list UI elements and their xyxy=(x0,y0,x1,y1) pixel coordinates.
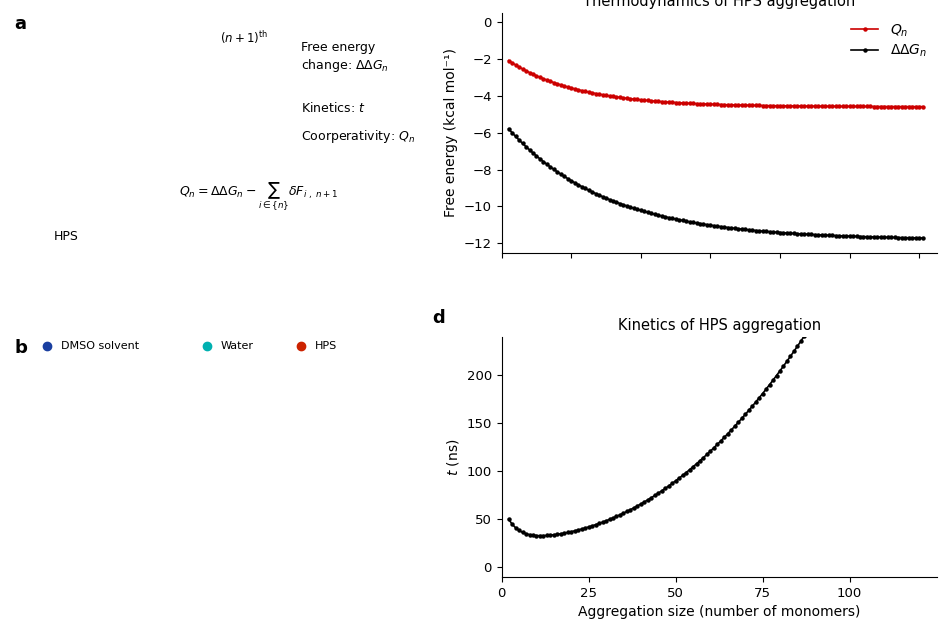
$Q_n$ xyxy=(903,103,915,110)
Y-axis label: Free energy (kcal mol⁻¹): Free energy (kcal mol⁻¹) xyxy=(445,48,458,217)
Text: Water: Water xyxy=(220,341,254,351)
$\Delta\Delta G_n$ xyxy=(903,234,915,241)
Y-axis label: $t$ (ns): $t$ (ns) xyxy=(445,438,461,475)
Text: b: b xyxy=(14,339,27,357)
Text: Coorperativity: $Q_n$: Coorperativity: $Q_n$ xyxy=(301,128,414,145)
Text: Kinetics: $\mathit{t}$: Kinetics: $\mathit{t}$ xyxy=(301,102,365,115)
Text: $(n+1)^{\rm th}$: $(n+1)^{\rm th}$ xyxy=(220,29,269,46)
$\Delta\Delta G_n$ xyxy=(830,232,841,240)
Text: HPS: HPS xyxy=(53,230,79,243)
$\Delta\Delta G_n$ xyxy=(788,229,799,237)
Legend: $Q_n$, $\Delta\Delta G_n$: $Q_n$, $\Delta\Delta G_n$ xyxy=(848,19,930,62)
$\Delta\Delta G_n$ xyxy=(590,190,602,198)
$\Delta\Delta G_n$ xyxy=(917,234,928,242)
$Q_n$ xyxy=(917,103,928,110)
$\Delta\Delta G_n$ xyxy=(503,125,515,133)
Text: DMSO solvent: DMSO solvent xyxy=(61,341,139,351)
X-axis label: Aggregation size (number of monomers): Aggregation size (number of monomers) xyxy=(578,605,860,619)
Text: d: d xyxy=(432,309,445,327)
$Q_n$ xyxy=(614,93,625,101)
Text: a: a xyxy=(14,15,26,33)
Text: Free energy
change: $\Delta\Delta G_n$: Free energy change: $\Delta\Delta G_n$ xyxy=(301,41,389,74)
Line: $\Delta\Delta G_n$: $\Delta\Delta G_n$ xyxy=(507,127,924,240)
$Q_n$ xyxy=(788,102,799,110)
Title: Kinetics of HPS aggregation: Kinetics of HPS aggregation xyxy=(618,318,821,333)
$Q_n$ xyxy=(503,57,515,65)
Line: $Q_n$: $Q_n$ xyxy=(507,59,924,108)
Text: c: c xyxy=(432,0,443,3)
Text: HPS: HPS xyxy=(315,341,337,351)
Title: Thermodynamics of HPS aggregation: Thermodynamics of HPS aggregation xyxy=(583,0,855,9)
Text: $Q_n = \Delta\Delta G_n - \sum_{i\in\{n\}} \delta F_{i\ ,\ n+1}$: $Q_n = \Delta\Delta G_n - \sum_{i\in\{n\… xyxy=(179,181,339,213)
$Q_n$ xyxy=(830,103,841,110)
$\Delta\Delta G_n$ xyxy=(614,200,625,208)
$\Delta\Delta G_n$ xyxy=(732,225,744,233)
$Q_n$ xyxy=(590,90,602,97)
$Q_n$ xyxy=(732,102,744,109)
